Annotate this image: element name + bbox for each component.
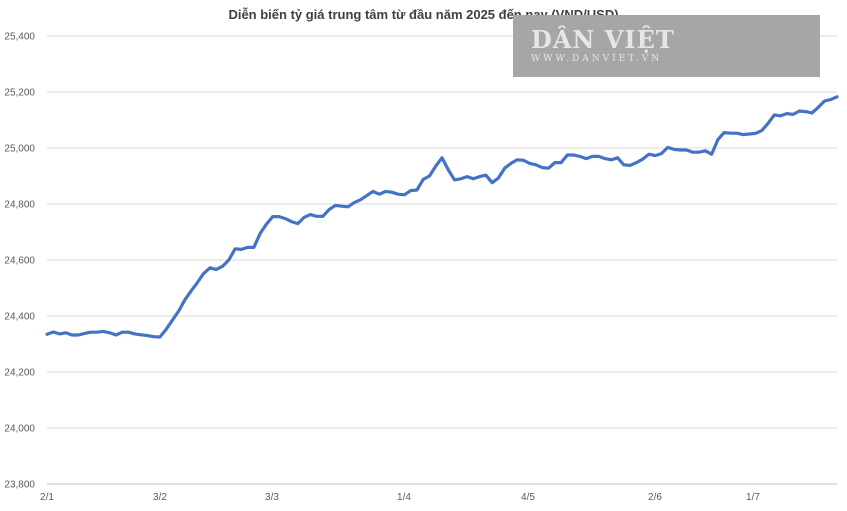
y-tick-label: 24,600 — [4, 256, 35, 267]
watermark-logo: DÂN VIỆT WWW.DANVIET.VN — [513, 15, 820, 77]
y-tick-label: 23,800 — [4, 480, 35, 491]
x-tick-label: 2/6 — [648, 492, 662, 503]
x-tick-label: 3/3 — [265, 492, 279, 503]
y-tick-label: 24,000 — [4, 424, 35, 435]
x-tick-label: 4/5 — [521, 492, 535, 503]
x-tick-label: 1/7 — [746, 492, 760, 503]
y-tick-label: 24,800 — [4, 200, 35, 211]
x-tick-label: 2/1 — [40, 492, 54, 503]
y-tick-label: 24,400 — [4, 312, 35, 323]
exchange-rate-line — [45, 95, 839, 339]
watermark-brand: DÂN VIỆT — [531, 25, 675, 54]
y-tick-label: 25,000 — [4, 144, 35, 155]
x-tick-label: 3/2 — [153, 492, 167, 503]
y-tick-label: 25,200 — [4, 88, 35, 99]
watermark-url: WWW.DANVIET.VN — [531, 54, 663, 64]
y-tick-label: 24,200 — [4, 368, 35, 379]
x-tick-label: 1/4 — [397, 492, 411, 503]
y-tick-label: 25,400 — [4, 32, 35, 43]
